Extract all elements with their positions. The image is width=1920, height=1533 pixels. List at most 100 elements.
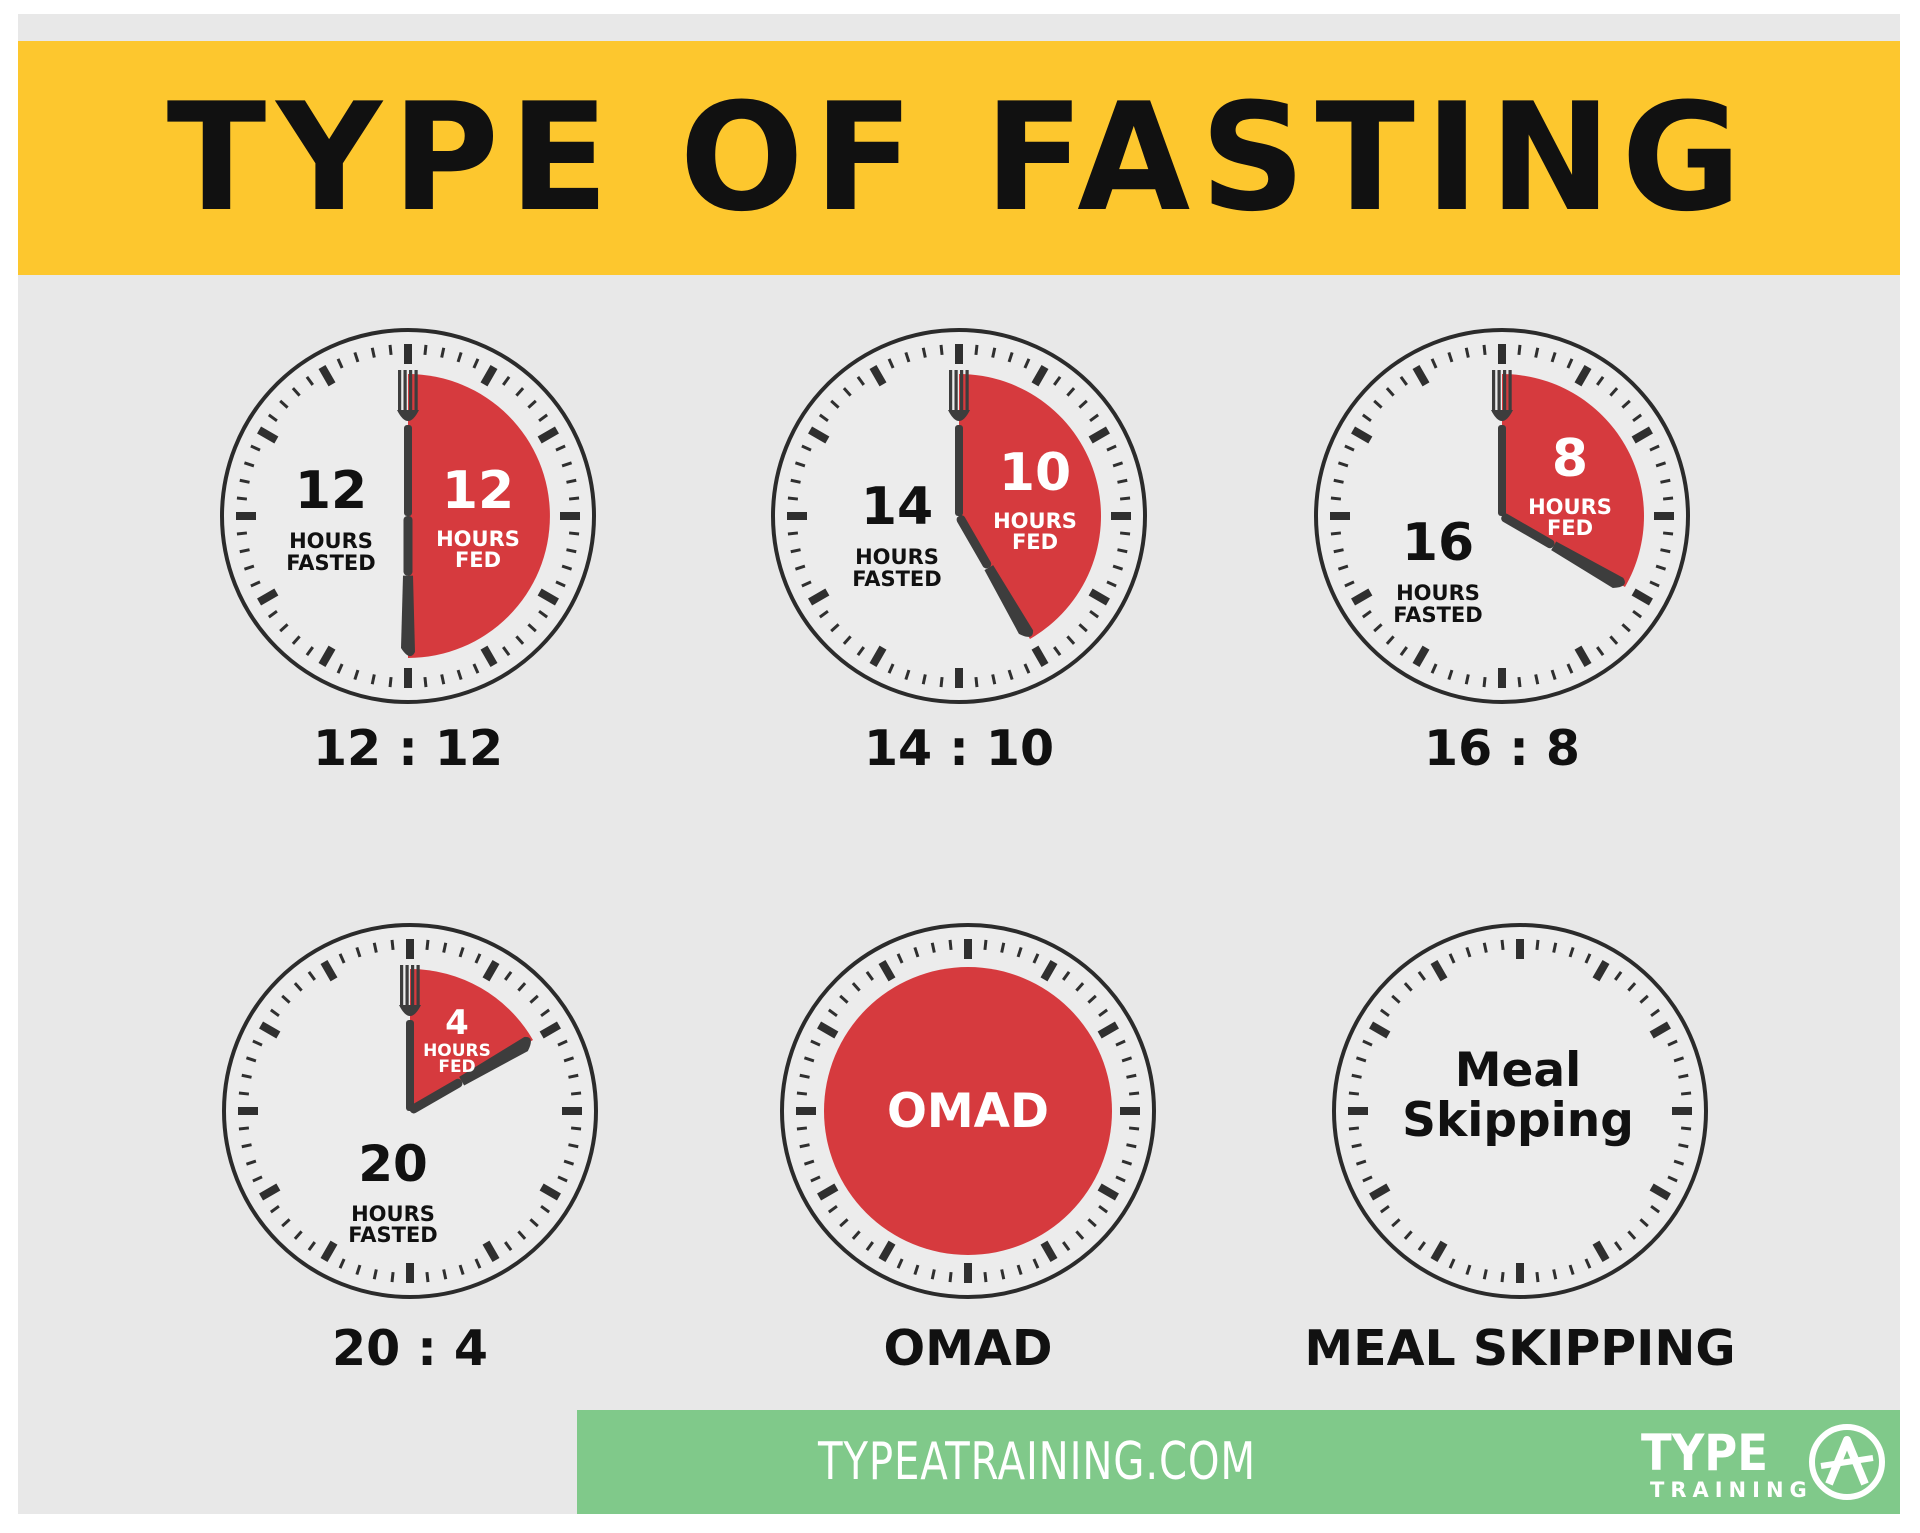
- minute-tick: [913, 1264, 920, 1276]
- minute-tick: [1348, 1091, 1360, 1096]
- fork-prong: [403, 370, 407, 412]
- minute-tick: [983, 1271, 988, 1283]
- minute-tick: [269, 1205, 280, 1214]
- minute-tick: [983, 939, 988, 951]
- fork-icon: [948, 370, 970, 516]
- minute-tick: [1362, 1039, 1373, 1047]
- minute-tick: [267, 610, 278, 619]
- fork-neck: [948, 410, 970, 421]
- minute-tick: [504, 1241, 513, 1252]
- minute-tick: [540, 1205, 551, 1214]
- fasted-label-line2: FASTED: [286, 551, 375, 575]
- fork-icon: [1491, 370, 1513, 516]
- minute-tick: [1678, 1073, 1689, 1079]
- minute-tick: [865, 970, 874, 981]
- minute-tick: [896, 953, 904, 964]
- minute-tick: [1639, 1218, 1649, 1228]
- minute-tick: [1621, 399, 1631, 409]
- minute-tick: [1112, 461, 1124, 468]
- fasted-label-line2: FASTED: [348, 1223, 437, 1247]
- hour-tick: [1351, 426, 1373, 444]
- fasted-label-line1: HOURS: [289, 529, 373, 553]
- minute-tick: [1650, 1205, 1661, 1214]
- minute-tick: [568, 531, 580, 536]
- minute-tick: [1464, 347, 1470, 358]
- minute-tick: [458, 1264, 465, 1276]
- minute-tick: [1667, 1039, 1678, 1047]
- minute-tick: [1550, 351, 1557, 363]
- minute-tick: [504, 970, 513, 981]
- hour-tick: [869, 365, 887, 387]
- hour-tick: [1369, 1021, 1391, 1039]
- minute-tick: [1126, 1143, 1137, 1149]
- minute-tick: [1649, 580, 1660, 588]
- minute-tick: [561, 564, 573, 571]
- minute-tick: [527, 399, 537, 409]
- minute-tick: [1089, 413, 1100, 422]
- minute-tick: [1032, 1258, 1040, 1269]
- fork-neck: [1491, 410, 1513, 421]
- minute-tick: [1417, 970, 1426, 981]
- minute-tick: [1584, 1258, 1592, 1269]
- minute-tick: [243, 461, 255, 468]
- minute-tick: [913, 946, 920, 958]
- minute-tick: [839, 994, 849, 1004]
- hour-tick: [537, 588, 559, 606]
- fork-icon: [399, 965, 421, 1111]
- minute-tick: [991, 347, 997, 358]
- knife-handle: [956, 515, 992, 569]
- fed-hours: 12: [442, 461, 514, 521]
- minute-tick: [1609, 387, 1619, 397]
- minute-tick: [1089, 610, 1100, 619]
- minute-tick: [1062, 970, 1071, 981]
- hour-tick: [257, 588, 279, 606]
- website-url[interactable]: TYPEATRAINING.COM: [817, 1432, 1257, 1492]
- minute-tick: [1517, 344, 1522, 356]
- minute-tick: [1361, 413, 1372, 422]
- minute-tick: [442, 942, 448, 953]
- knife-blade: [1551, 541, 1625, 589]
- minute-tick: [1032, 953, 1040, 964]
- minute-tick: [1448, 1258, 1456, 1269]
- minute-tick: [1614, 970, 1623, 981]
- minute-tick: [1667, 1175, 1678, 1183]
- minute-tick: [1062, 1241, 1071, 1252]
- logo-subtitle: TRAINING: [1650, 1478, 1813, 1502]
- fed-hours: 4: [445, 1003, 469, 1043]
- hour-tick: [1088, 426, 1110, 444]
- fed-label-line2: FED: [1012, 530, 1058, 554]
- minute-tick: [1660, 548, 1671, 554]
- minute-tick: [390, 1271, 395, 1283]
- knife-handle: [403, 516, 413, 576]
- minute-tick: [1115, 1039, 1126, 1047]
- minute-tick: [1117, 478, 1128, 484]
- minute-tick: [830, 623, 840, 633]
- minute-tick: [442, 1269, 448, 1280]
- minute-tick: [307, 970, 316, 981]
- minute-tick: [1098, 1008, 1109, 1017]
- minute-tick: [818, 413, 829, 422]
- minute-tick: [568, 496, 580, 501]
- minute-tick: [293, 1230, 303, 1240]
- minute-tick: [1596, 646, 1605, 657]
- minute-tick: [1482, 942, 1488, 953]
- minute-tick: [388, 344, 393, 356]
- knife-blade: [984, 565, 1034, 637]
- fork-neck: [399, 1005, 421, 1016]
- fork-prong: [405, 965, 409, 1007]
- minute-tick: [563, 1056, 575, 1063]
- minute-tick: [1119, 531, 1131, 536]
- minute-tick: [1117, 548, 1128, 554]
- minute-tick: [305, 375, 314, 386]
- hour-tick: [1430, 1240, 1448, 1262]
- minute-tick: [570, 1126, 582, 1131]
- fork-handle: [955, 425, 963, 516]
- minute-tick: [566, 548, 577, 554]
- minute-tick: [921, 674, 927, 685]
- minute-tick: [790, 548, 801, 554]
- omad-center-text: OMAD: [887, 1084, 1049, 1139]
- hour-tick: [318, 645, 336, 667]
- minute-tick: [423, 676, 428, 688]
